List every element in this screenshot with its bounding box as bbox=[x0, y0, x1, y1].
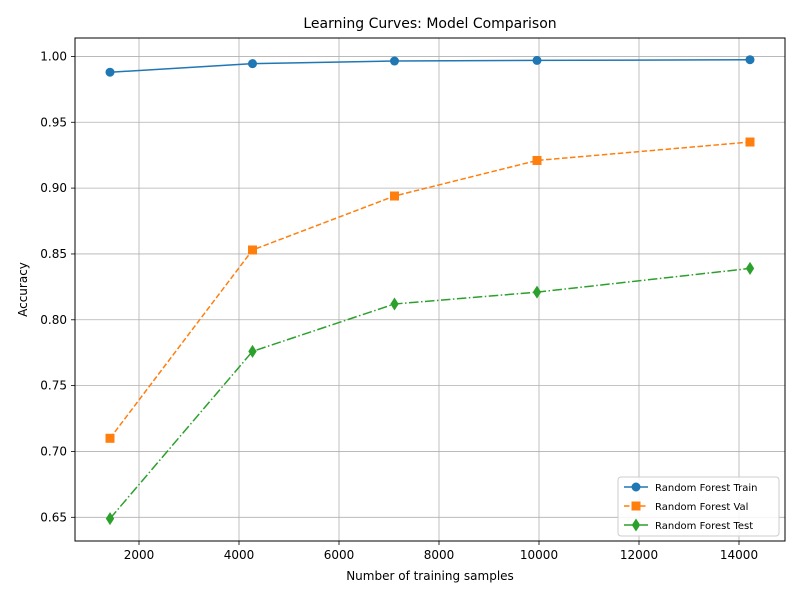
data-point-marker bbox=[745, 137, 755, 147]
data-point-marker bbox=[532, 155, 542, 165]
series-1 bbox=[105, 55, 755, 77]
series-layer bbox=[105, 55, 755, 526]
y-tick-label: 0.70 bbox=[40, 444, 67, 458]
legend-label: Random Forest Train bbox=[655, 483, 757, 494]
grid-lines bbox=[75, 38, 785, 541]
data-point-marker bbox=[390, 56, 399, 66]
data-point-marker bbox=[105, 67, 115, 77]
plot-frame bbox=[74, 37, 786, 542]
axis-ticks: 2000 4000 6000 8000 10000 12000 14000 0.65 0.70 0… bbox=[40, 49, 758, 562]
legend-label: Random Forest Test bbox=[655, 521, 753, 532]
y-tick-label: 1.00 bbox=[40, 49, 67, 63]
legend-marker bbox=[631, 482, 641, 492]
y-axis-label: Accuracy bbox=[16, 262, 30, 317]
data-point-marker bbox=[248, 59, 257, 69]
x-tick-label: 4000 bbox=[224, 548, 255, 562]
legend-marker bbox=[631, 501, 641, 511]
series-2 bbox=[105, 137, 755, 443]
data-point-marker bbox=[745, 55, 755, 65]
legend-box bbox=[617, 476, 780, 537]
chart-title: Learning Curves: Model Comparison bbox=[303, 16, 556, 32]
x-axis-label: Number of training samples bbox=[346, 569, 514, 583]
y-tick-label: 0.75 bbox=[40, 379, 67, 393]
legend-label: Random Forest Val bbox=[655, 502, 748, 513]
series-line bbox=[109, 141, 751, 439]
data-point-marker bbox=[105, 512, 115, 526]
legend-marker bbox=[631, 518, 641, 532]
y-tick-label: 0.85 bbox=[40, 247, 67, 261]
x-tick-label: 8000 bbox=[424, 548, 455, 562]
data-point-marker bbox=[105, 433, 115, 443]
data-point-marker bbox=[532, 55, 542, 65]
data-point-marker bbox=[390, 191, 399, 201]
y-tick-label: 0.95 bbox=[40, 115, 67, 129]
data-point-marker bbox=[390, 297, 399, 311]
y-tick-label: 0.80 bbox=[40, 313, 67, 327]
data-point-marker bbox=[745, 261, 755, 275]
data-point-marker bbox=[248, 245, 257, 255]
x-tick-label: 14000 bbox=[720, 548, 758, 562]
data-point-marker bbox=[532, 285, 542, 299]
x-tick-label: 10000 bbox=[520, 548, 558, 562]
legend: Random Forest Train Random Forest Val Rand… bbox=[617, 476, 780, 537]
x-tick-label: 12000 bbox=[620, 548, 658, 562]
y-tick-label: 0.90 bbox=[40, 181, 67, 195]
data-point-marker bbox=[248, 344, 257, 358]
series-3 bbox=[105, 261, 755, 526]
series-line bbox=[109, 58, 751, 73]
x-tick-label: 6000 bbox=[324, 548, 355, 562]
y-tick-label: 0.65 bbox=[40, 510, 67, 524]
x-tick-label: 2000 bbox=[124, 548, 155, 562]
